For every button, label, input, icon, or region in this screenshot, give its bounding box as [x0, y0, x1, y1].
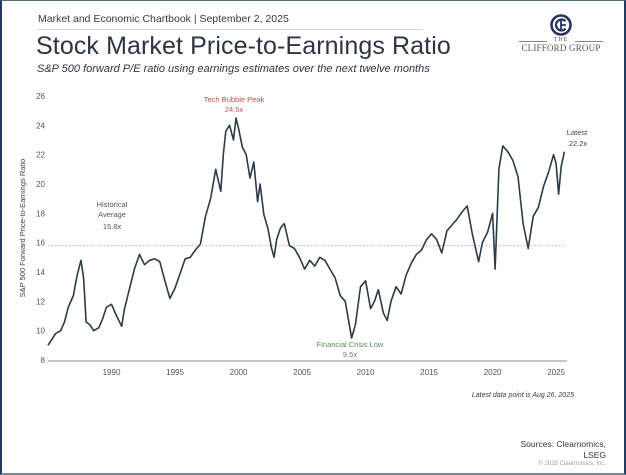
clifford-group-logo: THE CLIFFORD GROUP: [511, 14, 611, 64]
logo-name-text: CLIFFORD GROUP: [521, 43, 601, 53]
y-tick-label: 20: [36, 180, 45, 189]
historical-average-label-line: Average: [98, 210, 126, 219]
historical-average-value: 15.8x: [103, 222, 122, 231]
y-tick-label: 24: [36, 121, 45, 130]
sources-line: Sources: Clearnomics,: [520, 439, 606, 449]
y-tick-label: 18: [36, 209, 45, 218]
y-tick-label: 8: [41, 356, 46, 365]
sources-text: Sources: Clearnomics, LSEG: [520, 439, 606, 461]
y-tick-label: 10: [36, 327, 45, 336]
latest-label: Latest: [567, 128, 588, 137]
kicker-divider: [37, 29, 422, 30]
chartbook-kicker: Market and Economic Chartbook | Septembe…: [38, 13, 289, 25]
x-tick-label: 2020: [484, 368, 502, 377]
y-tick-label: 22: [36, 151, 45, 160]
sources-line: LSEG: [583, 450, 606, 460]
y-tick-label: 14: [36, 268, 45, 277]
historical-average-label: Historical Average: [97, 200, 128, 219]
y-tick-label: 12: [36, 297, 45, 306]
latest-value: 22.2x: [569, 139, 588, 148]
page-title: Stock Market Price-to-Earnings Ratio: [36, 32, 451, 60]
y-axis-label: S&P 500 Forward Price-to-Earnings Ratio: [18, 159, 27, 298]
x-tick-label: 2015: [420, 368, 438, 377]
x-tick-label: 2025: [547, 368, 565, 377]
x-tick-label: 1990: [103, 368, 121, 377]
tech-bubble-peak-label: Tech Bubble Peak: [204, 95, 265, 104]
latest-data-footnote: Latest data point is Aug 26, 2025: [471, 392, 574, 399]
x-axis: 1990 1995 2000 2005 2010 2015 2020 2025: [48, 360, 567, 377]
tech-bubble-peak-value: 24.5x: [225, 105, 244, 114]
financial-crisis-low-label: Financial Crisis Low: [317, 340, 384, 349]
x-tick-label: 2000: [230, 368, 248, 377]
sources-note: Sources: Clearnomics, LSEG: [520, 439, 606, 461]
y-tick-label: 16: [36, 239, 45, 248]
financial-crisis-low-value: 9.5x: [343, 350, 357, 359]
x-tick-label: 2005: [293, 368, 311, 377]
x-tick-label: 1995: [166, 368, 184, 377]
pe-ratio-series-line: [47, 117, 566, 346]
copyright-note: © 2025 Clearnomics, Inc.: [538, 461, 606, 467]
cg-monogram-icon: [550, 14, 572, 36]
x-tick-label: 2010: [357, 368, 375, 377]
chart-annotations: Historical Average 15.8x Tech Bubble Peak…: [97, 95, 589, 359]
page-subtitle: S&P 500 forward P/E ratio using earnings…: [37, 63, 430, 75]
logo-the-text: THE: [511, 37, 611, 43]
historical-average-label-line: Historical: [97, 200, 128, 209]
y-tick-label: 26: [36, 92, 45, 101]
y-axis: 8 10 12 14 16 18 20 22 24 26: [36, 92, 45, 365]
